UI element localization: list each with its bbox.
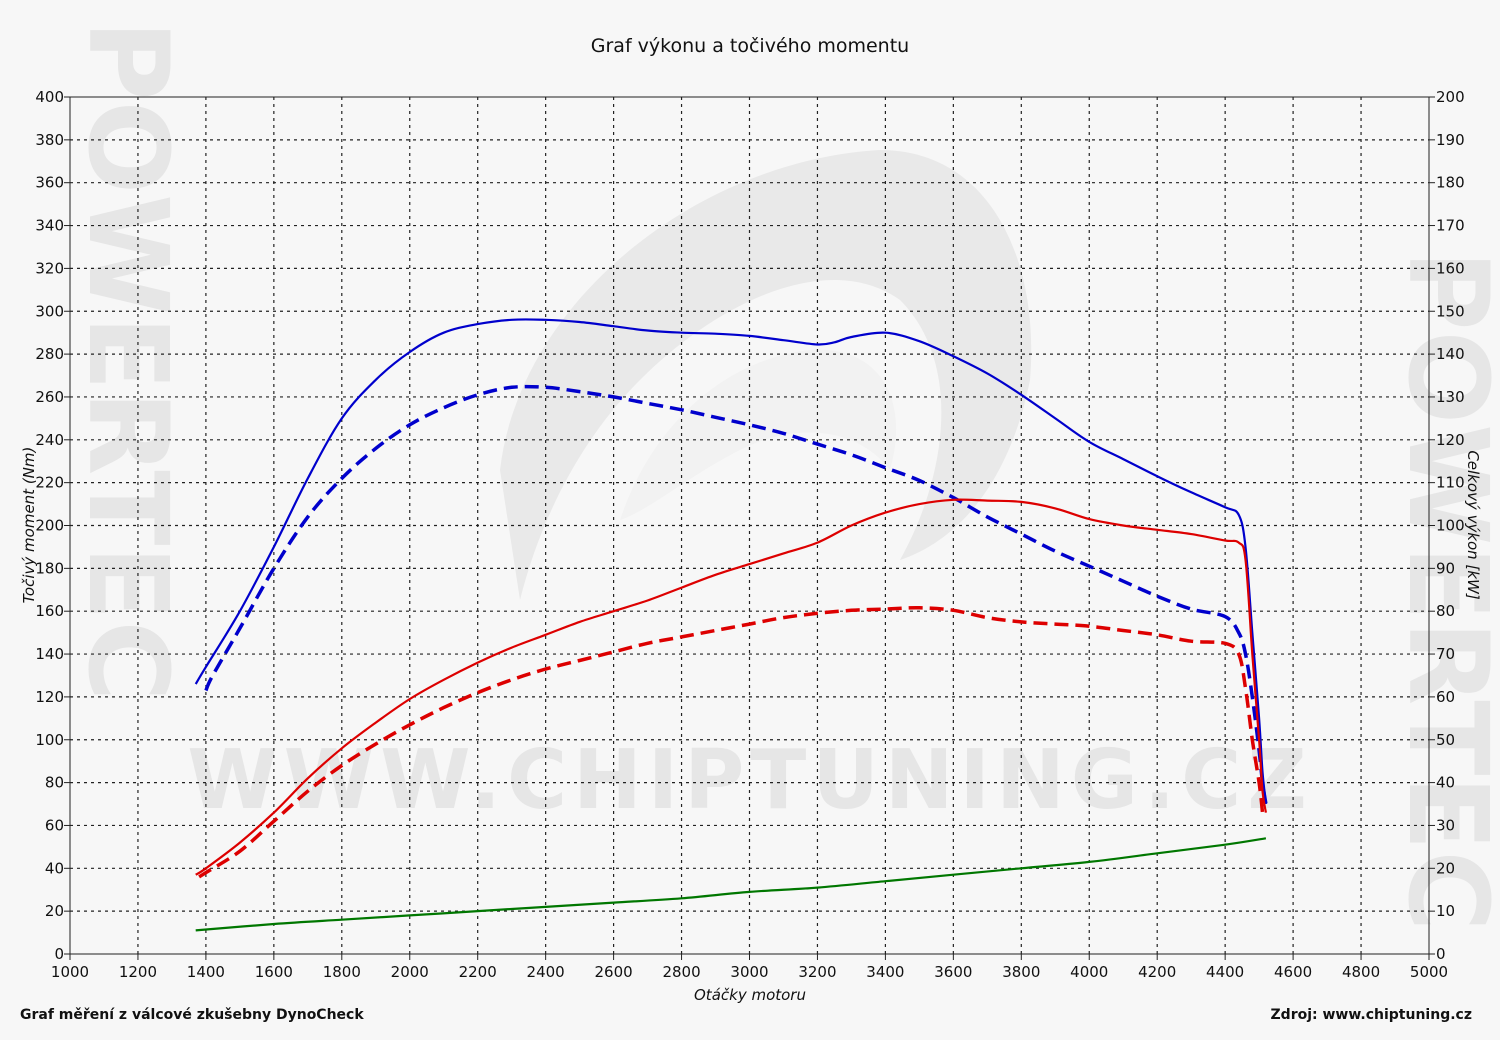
y-right-tick-label: 170 [1436,217,1465,235]
y-right-tick-label: 70 [1436,645,1455,663]
x-tick-label: 5000 [1410,963,1448,981]
y-right-tick-label: 30 [1436,816,1455,834]
x-tick-label: 2200 [459,963,497,981]
y-right-tick-label: 180 [1436,174,1465,192]
x-tick-label: 1800 [323,963,361,981]
x-tick-label: 1200 [119,963,157,981]
y-right-tick-label: 150 [1436,302,1465,320]
y-right-tick-label: 10 [1436,902,1455,920]
x-tick-label: 4200 [1138,963,1176,981]
power-tuned-line [195,498,1267,876]
y-left-tick-label: 280 [35,345,64,363]
x-tick-label: 4000 [1070,963,1108,981]
footer-source-left: Graf měření z válcové zkušebny DynoCheck [20,1007,364,1023]
y-left-tick-label: 220 [35,474,64,492]
y-left-tick-label: 160 [35,602,64,620]
y-left-tick-label: 80 [45,774,64,792]
y-right-tick-label: 160 [1436,259,1465,277]
y-right-tick-label: 200 [1436,88,1465,106]
y-right-tick-label: 120 [1436,431,1465,449]
y-left-tick-label: 180 [35,559,64,577]
footer-source-right: Zdroj: www.chiptuning.cz [1271,1007,1472,1023]
y-left-tick-label: 60 [45,816,64,834]
loss-power-line [195,837,1267,932]
x-tick-label: 1400 [187,963,225,981]
y-right-tick-label: 130 [1436,388,1465,406]
y-left-tick-label: 360 [35,174,64,192]
chart-title: Graf výkonu a točivého momentu [591,35,909,57]
y-axis-label-left: Točivý moment (Nm) [20,447,38,604]
watermark-side-left: POWERTEC [64,20,192,701]
x-tick-label: 4400 [1206,963,1244,981]
y-right-tick-label: 140 [1436,345,1465,363]
y-left-tick-label: 100 [35,731,64,749]
x-tick-label: 3600 [934,963,972,981]
watermark-logo-inner [620,349,897,520]
x-tick-label: 2800 [662,963,700,981]
y-axis-label-right: Celkový výkon [kW] [1464,450,1482,600]
x-tick-label: 4800 [1342,963,1380,981]
watermark-side-right: POWERTEC [1384,250,1500,931]
y-left-tick-label: 240 [35,431,64,449]
y-left-tick-label: 320 [35,259,64,277]
y-right-tick-label: 60 [1436,688,1455,706]
y-right-tick-label: 20 [1436,859,1455,877]
y-right-tick-label: 90 [1436,559,1455,577]
x-tick-label: 3000 [730,963,768,981]
x-tick-label: 4600 [1274,963,1312,981]
y-left-tick-label: 260 [35,388,64,406]
y-right-tick-label: 0 [1436,945,1446,963]
watermark-logo [500,150,1032,600]
x-tick-label: 1600 [255,963,293,981]
y-left-tick-label: 400 [35,88,64,106]
y-right-tick-label: 40 [1436,774,1455,792]
y-left-tick-label: 20 [45,902,64,920]
ticks: 1000 1200 1400 1600 1800 2000 2200 2400 2600 2800… [35,88,1464,981]
x-tick-label: 3200 [798,963,836,981]
y-left-tick-label: 140 [35,645,64,663]
y-left-tick-label: 380 [35,131,64,149]
y-right-tick-label: 50 [1436,731,1455,749]
x-tick-label: 2600 [595,963,633,981]
y-left-tick-label: 120 [35,688,64,706]
watermark: WWW.CHIPTUNING.CZ POWERTEC POWERTEC [64,20,1500,931]
grid [70,97,1429,954]
x-tick-label: 2000 [391,963,429,981]
y-right-tick-label: 110 [1436,474,1465,492]
watermark-url: WWW.CHIPTUNING.CZ [187,733,1313,828]
torque-stock-line [204,384,1268,805]
series-layer [194,318,1268,932]
y-right-tick-label: 80 [1436,602,1455,620]
torque-tuned-line [194,318,1267,805]
x-tick-label: 3800 [1002,963,1040,981]
x-axis-label: Otáčky motoru [694,986,806,1004]
y-left-tick-label: 300 [35,302,64,320]
x-tick-label: 1000 [51,963,89,981]
x-tick-label: 2400 [527,963,565,981]
x-tick-label: 3400 [866,963,904,981]
y-left-tick-label: 0 [54,945,64,963]
y-left-tick-label: 340 [35,217,64,235]
power-stock-line [198,606,1265,879]
y-left-tick-label: 40 [45,859,64,877]
y-right-tick-label: 190 [1436,131,1465,149]
y-left-tick-label: 200 [35,517,64,535]
y-right-tick-label: 100 [1436,517,1465,535]
